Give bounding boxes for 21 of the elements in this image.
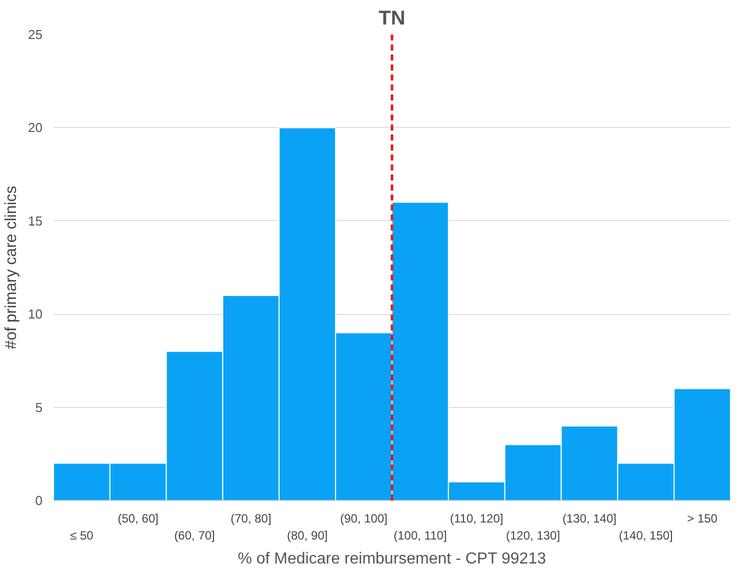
x-tick-label: (90, 100] (340, 512, 388, 526)
chart-title: TN (378, 8, 406, 30)
x-tick-label: > 150 (687, 512, 718, 526)
x-tick-label: (60, 70] (174, 528, 215, 542)
y-tick-label: 15 (28, 213, 43, 228)
y-axis-title: #of primary care clinics (3, 186, 20, 350)
x-tick-label: (110, 120] (450, 512, 504, 526)
x-tick-label: (80, 90] (287, 528, 328, 542)
y-tick-label: 5 (35, 400, 43, 415)
y-tick-label: 25 (28, 27, 43, 42)
x-tick-label: (130, 140] (562, 512, 616, 526)
x-axis-title: % of Medicare reimbursement - CPT 99213 (238, 550, 546, 568)
x-tick-label: (120, 130] (506, 528, 560, 542)
x-tick-label: (140, 150] (618, 528, 673, 542)
x-tick-label: (50, 60] (118, 512, 158, 526)
x-tick-label: (100, 110] (394, 528, 447, 542)
y-tick-label: 10 (28, 306, 43, 322)
y-tick-label: 0 (35, 493, 43, 508)
x-tick-label: ≤ 50 (70, 528, 94, 542)
y-tick-label: 20 (28, 120, 43, 136)
x-tick-label: (70, 80] (230, 512, 272, 526)
